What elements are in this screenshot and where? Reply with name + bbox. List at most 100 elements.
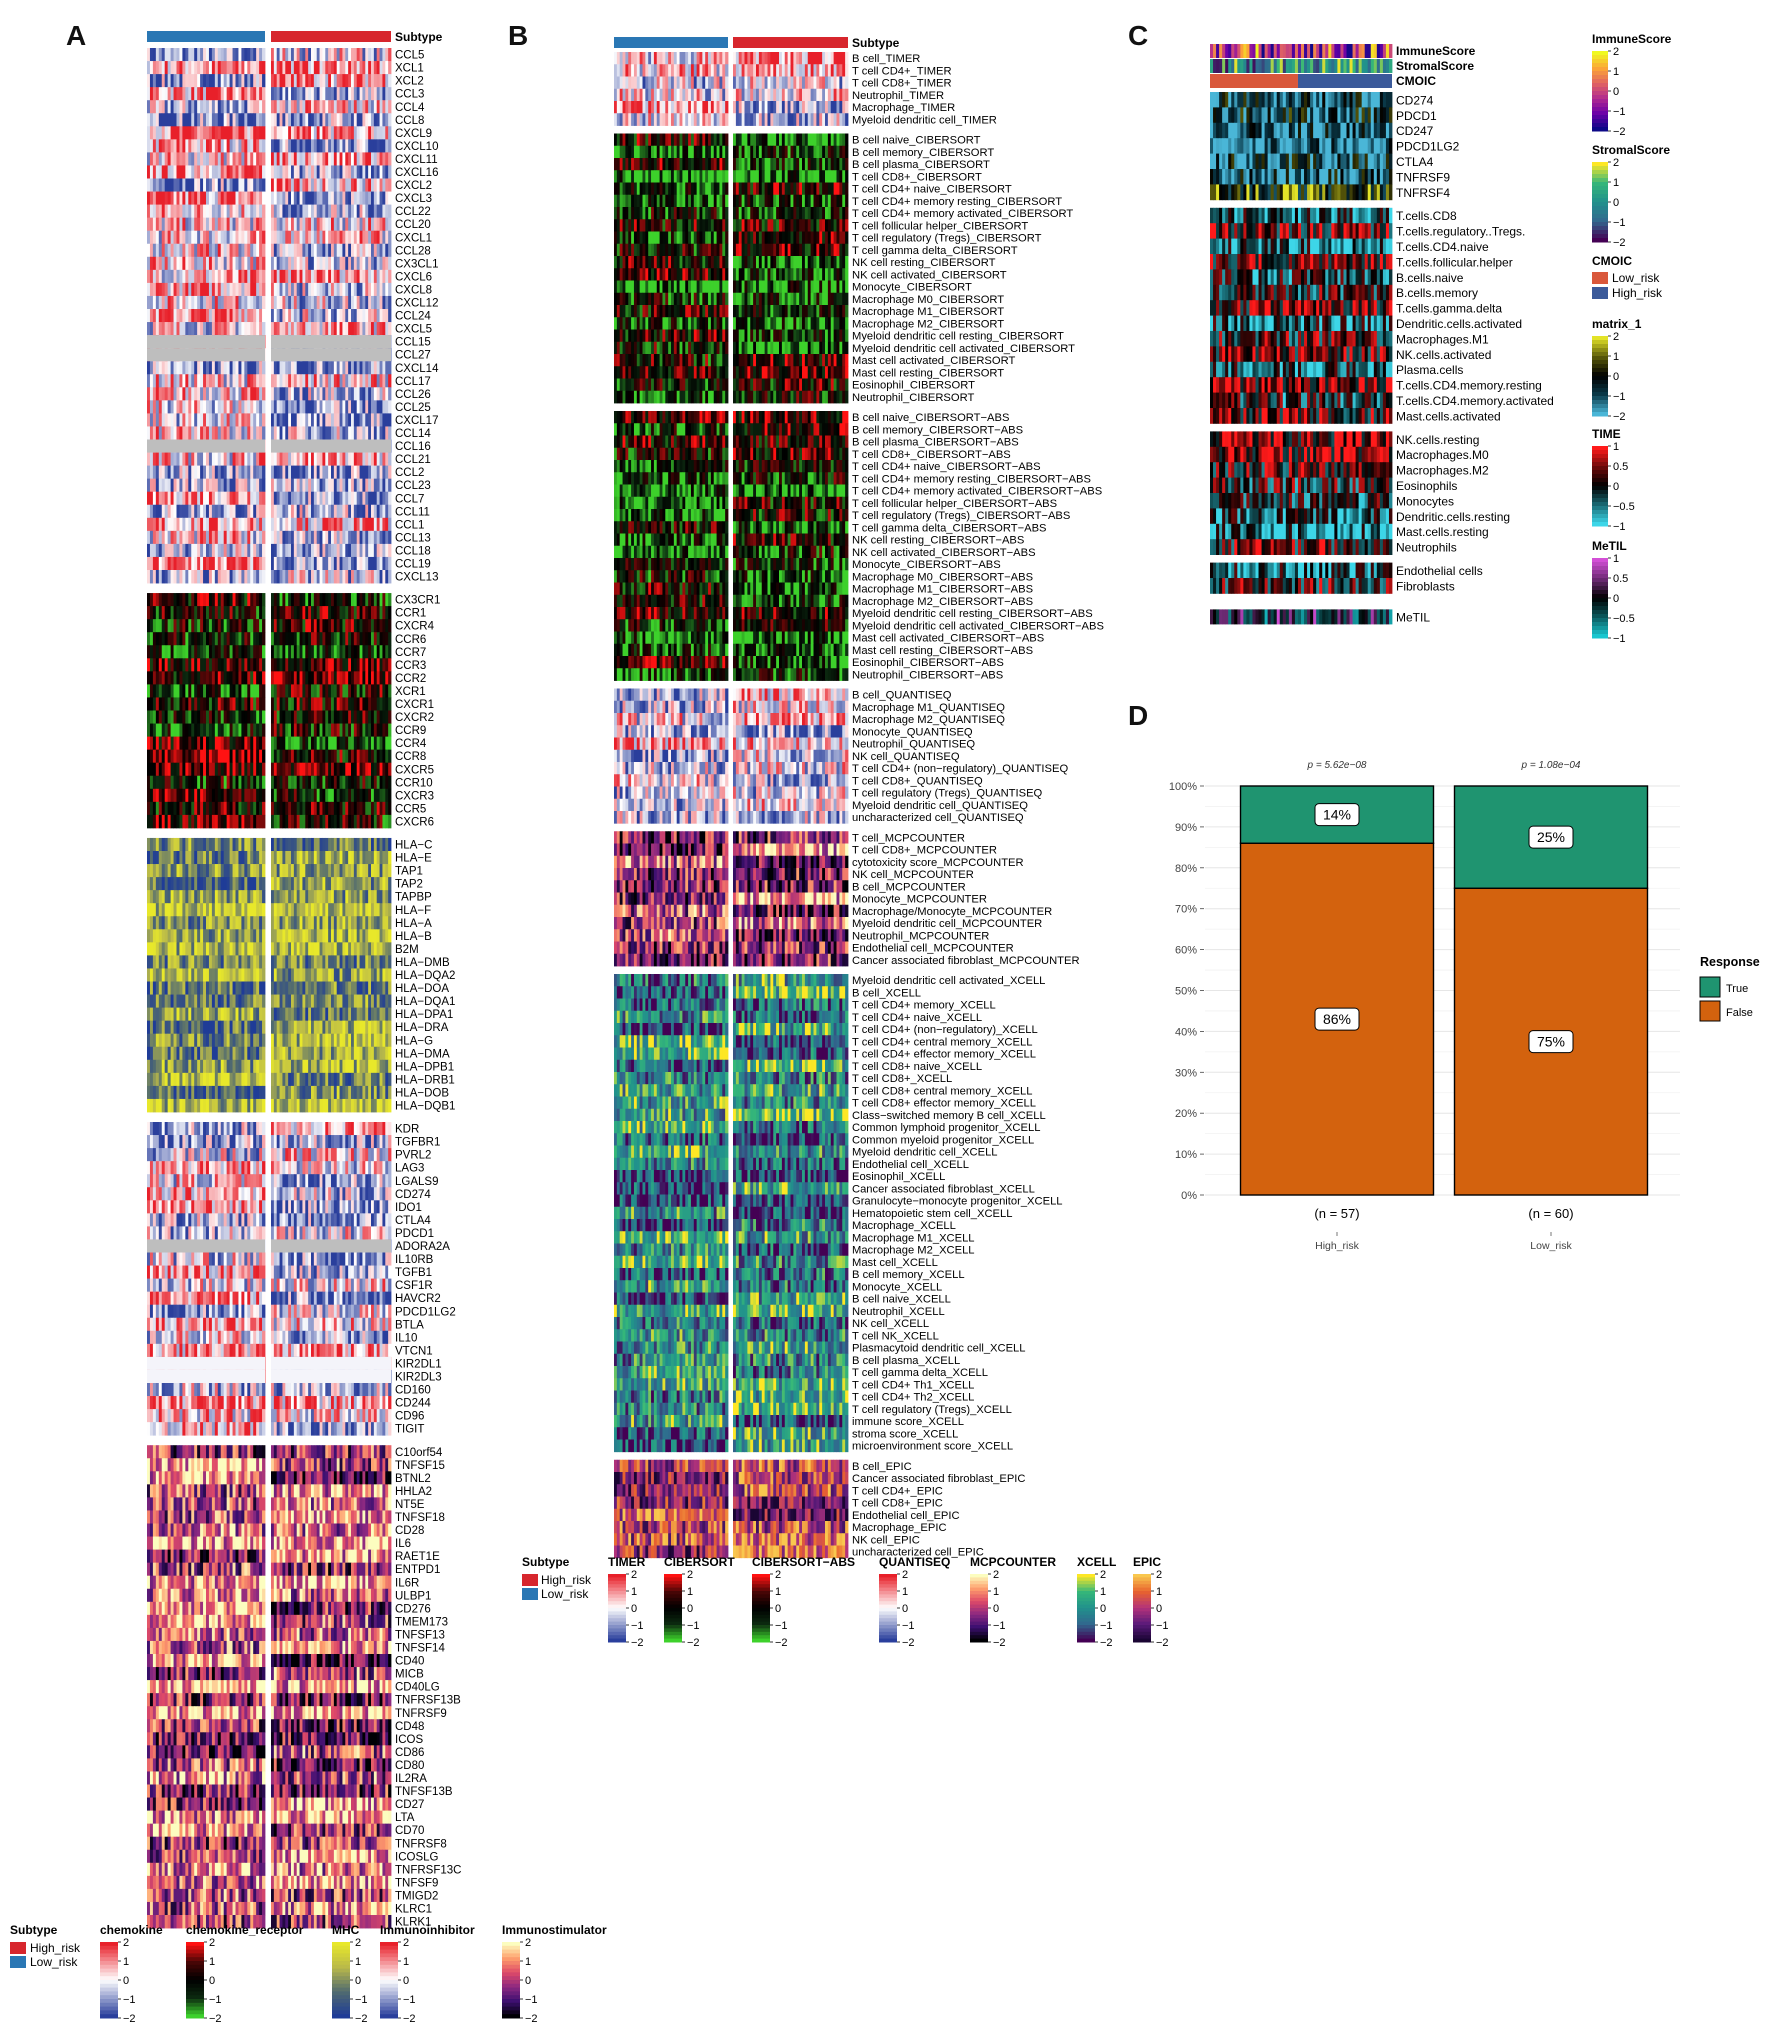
heatmap-a-cell <box>179 453 182 466</box>
heatmap-a-cell <box>224 815 227 828</box>
heatmap-a-cell <box>317 400 320 413</box>
heatmap-a-cell <box>165 505 168 518</box>
heatmap-a-cell <box>159 179 162 192</box>
heatmap-a-cell <box>274 632 277 645</box>
heatmap-a-cell <box>377 113 380 126</box>
heatmap-a-cell <box>302 570 305 583</box>
heatmap-a-cell <box>147 697 150 710</box>
heatmap-a-cell <box>305 776 308 789</box>
heatmap-a-cell <box>320 763 323 776</box>
heatmap-a-cell <box>241 231 244 244</box>
heatmap-a-cell <box>147 244 150 257</box>
heatmap-a-cell <box>230 724 233 737</box>
heatmap-a-cell <box>218 544 221 557</box>
heatmap-a-cell <box>368 87 371 100</box>
heatmap-a-cell <box>297 426 300 439</box>
heatmap-a-cell <box>371 231 374 244</box>
heatmap-a-cell <box>345 697 348 710</box>
heatmap-a-cell <box>331 763 334 776</box>
heatmap-a-cell <box>360 544 363 557</box>
heatmap-a-cell <box>218 776 221 789</box>
heatmap-a-cell <box>188 74 191 87</box>
heatmap-a-cell <box>168 505 171 518</box>
heatmap-a-cell <box>238 231 241 244</box>
heatmap-a-cell <box>294 61 297 74</box>
heatmap-a-cell <box>374 671 377 684</box>
heatmap-a-cell <box>194 684 197 697</box>
heatmap-a-cell <box>197 74 200 87</box>
heatmap-a-cell <box>285 179 288 192</box>
heatmap-a-cell <box>371 374 374 387</box>
heatmap-a-cell <box>311 505 314 518</box>
heatmap-a-cell <box>337 684 340 697</box>
heatmap-a-cell <box>368 113 371 126</box>
heatmap-a-cell <box>259 802 262 815</box>
heatmap-a-cell <box>282 113 285 126</box>
heatmap-a-cell <box>317 231 320 244</box>
heatmap-a-cell <box>311 750 314 763</box>
heatmap-a-cell <box>236 518 239 531</box>
gene-label: CCL2 <box>395 467 424 479</box>
heatmap-a-cell <box>159 697 162 710</box>
gene-label: CCR10 <box>395 777 433 789</box>
heatmap-a-cell <box>374 87 377 100</box>
heatmap-a-cell <box>212 309 215 322</box>
heatmap-a-cell <box>285 789 288 802</box>
heatmap-a-cell <box>360 531 363 544</box>
heatmap-a-cell <box>374 593 377 606</box>
heatmap-a-cell <box>388 505 391 518</box>
heatmap-a-cell <box>322 518 325 531</box>
heatmap-a-cell <box>282 61 285 74</box>
heatmap-a-cell <box>337 492 340 505</box>
heatmap-a-cell <box>188 606 191 619</box>
heatmap-a-cell <box>177 257 180 270</box>
heatmap-a-cell <box>300 413 303 426</box>
heatmap-a-cell <box>212 632 215 645</box>
heatmap-a-cell <box>236 815 239 828</box>
heatmap-a-cell <box>385 400 388 413</box>
heatmap-a-cell <box>274 113 277 126</box>
heatmap-a-cell <box>382 244 385 257</box>
heatmap-a-cell <box>247 750 250 763</box>
heatmap-a-cell <box>365 179 368 192</box>
heatmap-a-cell <box>291 400 294 413</box>
heatmap-a-cell <box>191 387 194 400</box>
heatmap-a-cell <box>244 165 247 178</box>
heatmap-a-cell <box>291 270 294 283</box>
heatmap-a-cell <box>221 518 224 531</box>
heatmap-a-cell <box>337 87 340 100</box>
heatmap-a-cell <box>328 492 331 505</box>
heatmap-a-cell <box>188 711 191 724</box>
heatmap-a-cell <box>320 257 323 270</box>
heatmap-a-cell <box>280 48 283 61</box>
heatmap-a-cell <box>328 205 331 218</box>
heatmap-a-cell <box>212 205 215 218</box>
heatmap-a-cell <box>300 218 303 231</box>
heatmap-a-cell <box>362 737 365 750</box>
heatmap-a-cell <box>147 619 150 632</box>
heatmap-a-cell <box>311 231 314 244</box>
heatmap-a-cell <box>368 632 371 645</box>
heatmap-a-cell <box>331 619 334 632</box>
heatmap-a-cell <box>288 126 291 139</box>
heatmap-a-cell <box>297 711 300 724</box>
heatmap-a-cell <box>171 426 174 439</box>
heatmap-a-cell <box>253 570 256 583</box>
heatmap-a-cell <box>308 684 311 697</box>
heatmap-a-cell <box>224 697 227 710</box>
heatmap-a-cell <box>236 802 239 815</box>
heatmap-a-cell <box>282 426 285 439</box>
heatmap-a-cell <box>305 479 308 492</box>
heatmap-a-cell <box>209 531 212 544</box>
heatmap-a-cell <box>247 802 250 815</box>
heatmap-a-cell <box>277 763 280 776</box>
heatmap-a-cell <box>311 606 314 619</box>
heatmap-a-cell <box>348 309 351 322</box>
heatmap-a-cell <box>233 658 236 671</box>
heatmap-a-cell <box>177 466 180 479</box>
heatmap-a-cell <box>221 426 224 439</box>
heatmap-a-cell <box>227 802 230 815</box>
heatmap-a-cell <box>340 100 343 113</box>
heatmap-a-cell <box>168 557 171 570</box>
heatmap-a-cell <box>241 322 244 335</box>
